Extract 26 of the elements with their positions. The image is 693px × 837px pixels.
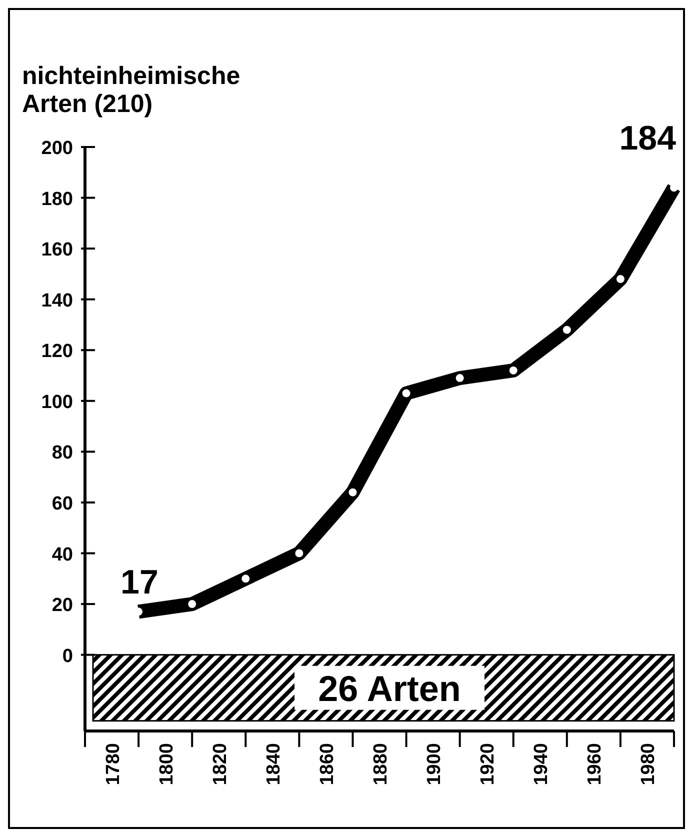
x-tick-label: 1820	[210, 743, 231, 786]
x-tick-label: 1880	[370, 743, 392, 786]
y-tick-label: 0	[62, 646, 73, 667]
y-tick-label: 120	[41, 341, 73, 362]
chart-title: nichteinheimische Arten (210)	[22, 62, 240, 118]
x-tick-label: 1780	[102, 743, 124, 786]
x-tick-label: 1920	[478, 743, 499, 786]
band-label: 26 Arten	[318, 668, 461, 709]
x-tick-label: 1960	[584, 743, 606, 786]
y-tick-label: 80	[52, 442, 73, 464]
y-tick-label: 60	[52, 493, 73, 514]
y-tick-label: 40	[52, 544, 73, 566]
x-tick-label: 1940	[531, 743, 552, 786]
y-tick-label: 200	[41, 138, 73, 159]
x-tick-label: 1980	[638, 743, 660, 786]
y-tick-label: 180	[41, 188, 73, 210]
x-tick-label: 1900	[424, 743, 446, 786]
y-tick-label: 160	[41, 240, 73, 261]
annotation: 17	[120, 564, 158, 602]
y-tick-label: 140	[41, 290, 73, 312]
y-tick-label: 20	[52, 595, 73, 616]
x-tick-label: 1840	[263, 743, 284, 786]
y-tick-label: 100	[41, 392, 73, 413]
annotation: 184	[619, 120, 676, 158]
x-tick-label: 1800	[156, 743, 178, 786]
x-tick-label: 1860	[316, 743, 338, 786]
